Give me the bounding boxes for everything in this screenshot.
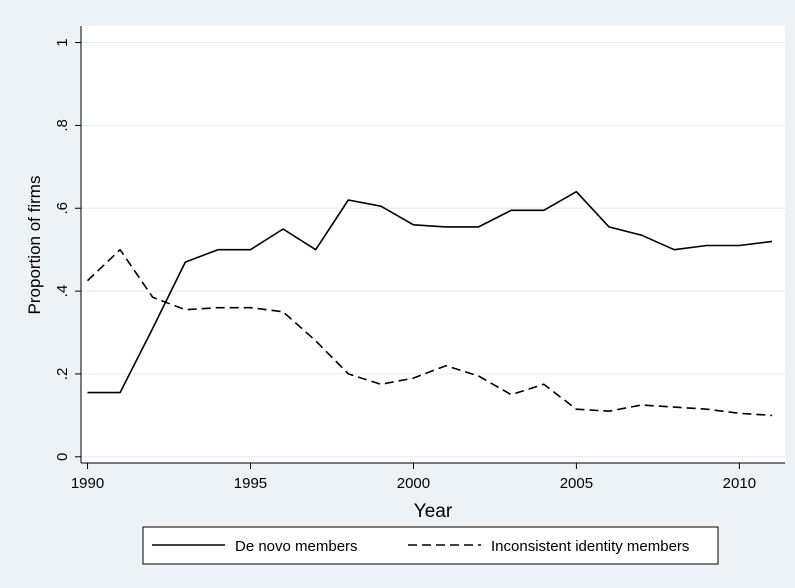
legend-label-inconsistent: Inconsistent identity members <box>491 538 689 555</box>
y-axis-label: Proportion of firms <box>25 176 44 315</box>
series-line-inconsistent <box>86 248 773 417</box>
legend: De novo members Inconsistent identity me… <box>142 526 719 565</box>
y-tick-label: .2 <box>54 368 71 381</box>
x-tick-label: 2010 <box>723 475 756 492</box>
y-tick-label: 0 <box>54 453 71 461</box>
axes <box>80 26 785 464</box>
y-tick-label: .6 <box>54 202 71 215</box>
x-tick-label: 2000 <box>397 475 430 492</box>
legend-label-de-novo: De novo members <box>235 538 358 555</box>
y-tick-label: .4 <box>54 285 71 298</box>
x-tick-label: 1995 <box>234 475 267 492</box>
x-ticks: 1990 1995 2000 2005 2010 <box>71 463 756 492</box>
y-ticks: 0 .2 .4 .6 .8 1 <box>54 38 81 461</box>
series-layer <box>86 190 773 417</box>
grid-lines <box>81 41 785 458</box>
x-tick-label: 1990 <box>71 475 104 492</box>
x-axis-label: Year <box>414 501 453 522</box>
x-tick-label: 2005 <box>560 475 593 492</box>
plot-area <box>81 26 785 463</box>
y-tick-label: 1 <box>54 38 71 46</box>
series-line-de-novo <box>87 190 773 394</box>
y-tick-label: .8 <box>54 119 71 132</box>
